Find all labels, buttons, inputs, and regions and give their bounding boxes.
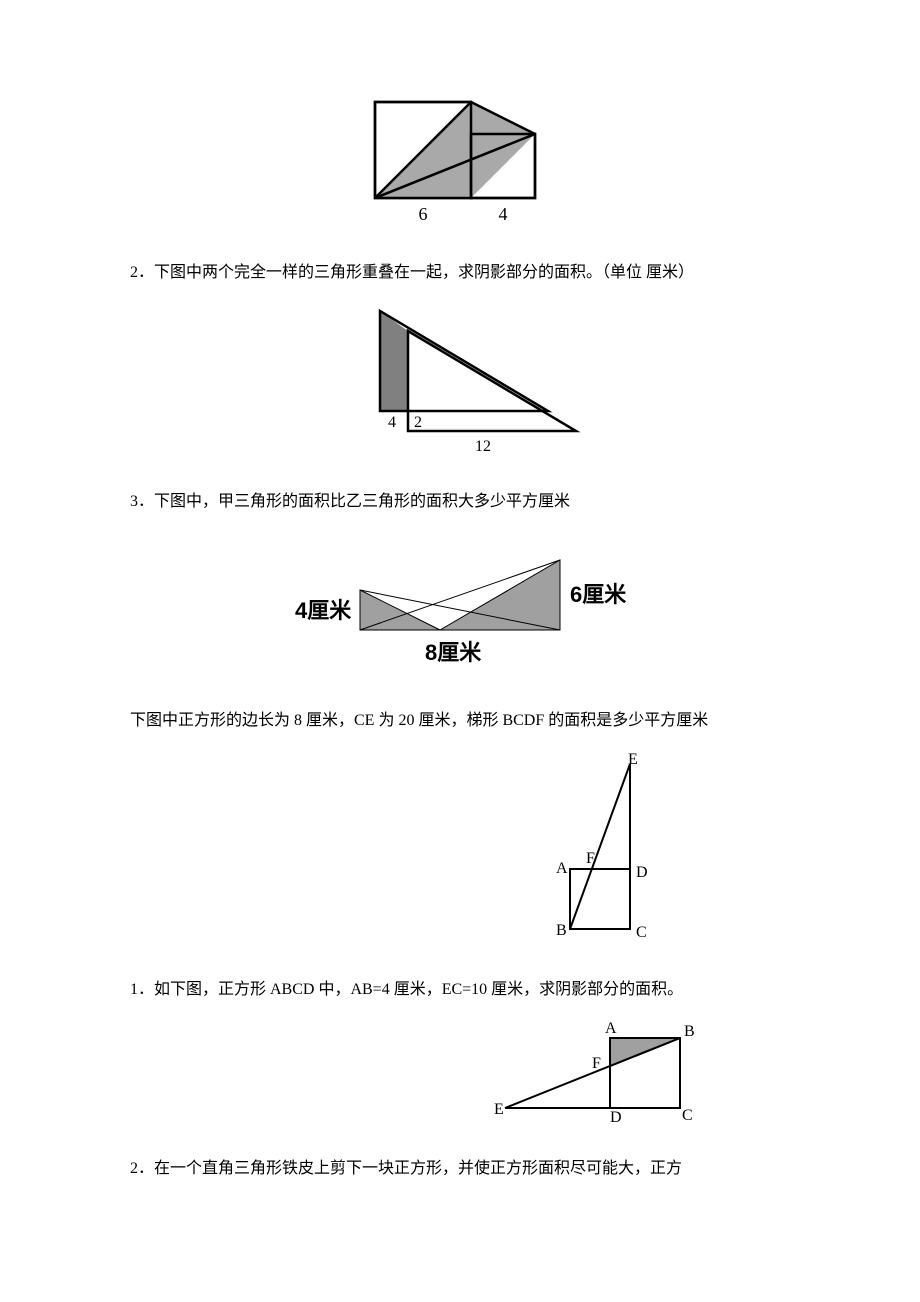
svg-bowtie: 4厘米 6厘米 8厘米 <box>240 530 680 680</box>
problem-2b-text: 2．在一个直角三角形铁皮上剪下一块正方形，并使正方形面积尽可能大，正方 <box>130 1153 790 1185</box>
problem-2a-text: 2．下图中两个完全一样的三角形重叠在一起，求阴影部分的面积。（单位 厘米） <box>130 257 790 289</box>
page: 6 4 2．下图中两个完全一样的三角形重叠在一起，求阴影部分的面积。（单位 厘米… <box>0 0 920 1255</box>
square-abcd <box>570 869 630 929</box>
left-tri <box>360 590 440 630</box>
figure-bowtie: 4厘米 6厘米 8厘米 <box>130 530 790 685</box>
lbl-B: B <box>556 922 567 939</box>
shade-abf <box>610 1038 680 1066</box>
label-4h: 4 <box>388 414 396 431</box>
lbl2-D: D <box>610 1109 622 1126</box>
lbl2-C: C <box>682 1107 693 1124</box>
lbl-C: C <box>636 924 647 941</box>
problem-3a-text: 3．下图中，甲三角形的面积比乙三角形的面积大多少平方厘米 <box>130 486 790 518</box>
label-4cm: 4厘米 <box>295 598 352 623</box>
problem-1b-text: 1．如下图，正方形 ABCD 中，AB=4 厘米，EC=10 厘米，求阴影部分的… <box>130 974 790 1006</box>
lbl2-E: E <box>494 1101 504 1118</box>
lbl-E: E <box>628 751 638 768</box>
problem-2a: 2．下图中两个完全一样的三角形重叠在一起，求阴影部分的面积。（单位 厘米） <box>130 257 790 289</box>
lbl-F: F <box>586 850 595 867</box>
label-4: 4 <box>499 204 508 224</box>
problem-1b: 1．如下图，正方形 ABCD 中，AB=4 厘米，EC=10 厘米，求阴影部分的… <box>130 974 790 1006</box>
lbl2-B: B <box>684 1023 695 1040</box>
problem-3a: 3．下图中，甲三角形的面积比乙三角形的面积大多少平方厘米 <box>130 486 790 518</box>
lbl-D: D <box>636 864 648 881</box>
label-6cm: 6厘米 <box>570 582 627 607</box>
figure-overlap-tri: 4 2 12 <box>130 301 790 466</box>
lbl-A: A <box>556 860 568 877</box>
figure-two-squares: 6 4 <box>130 92 790 237</box>
svg-square-shade: A B C D E F <box>470 1018 710 1128</box>
line-BE <box>570 764 630 929</box>
problem-4: 下图中正方形的边长为 8 厘米，CE 为 20 厘米，梯形 BCDF 的面积是多… <box>130 705 790 737</box>
label-8cm: 8厘米 <box>425 640 482 665</box>
back-tri <box>408 331 576 431</box>
lbl2-A: A <box>605 1020 617 1037</box>
lbl2-F: F <box>592 1055 601 1072</box>
problem-2b: 2．在一个直角三角形铁皮上剪下一块正方形，并使正方形面积尽可能大，正方 <box>130 1153 790 1185</box>
label-2: 2 <box>414 414 422 431</box>
figure-square-ext: E A D B C F <box>130 749 790 954</box>
problem-4-text: 下图中正方形的边长为 8 厘米，CE 为 20 厘米，梯形 BCDF 的面积是多… <box>130 705 790 737</box>
svg-two-squares: 6 4 <box>355 92 565 232</box>
svg-overlap-tri: 4 2 12 <box>330 301 590 461</box>
svg-square-ext: E A D B C F <box>530 749 670 949</box>
figure-square-shade: A B C D E F <box>130 1018 790 1133</box>
right-tri <box>440 560 560 630</box>
label-6: 6 <box>419 204 428 224</box>
label-12: 12 <box>475 438 491 455</box>
